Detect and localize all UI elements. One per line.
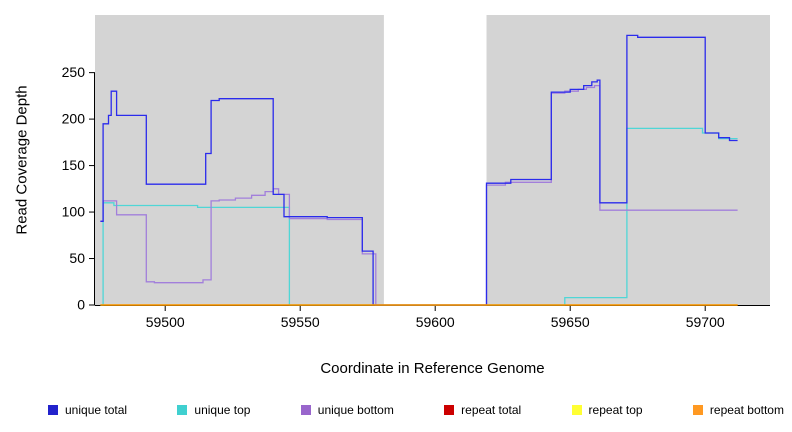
y-tick-label: 150 bbox=[62, 157, 86, 173]
chart-legend: unique total unique top unique bottom repea… bbox=[48, 398, 784, 422]
legend-item-repeat-total: repeat total bbox=[444, 403, 521, 417]
legend-label: repeat bottom bbox=[709, 403, 784, 417]
y-tick-label: 50 bbox=[69, 250, 85, 266]
legend-item-unique-bottom: unique bottom bbox=[300, 403, 394, 417]
x-tick-label: 59500 bbox=[146, 314, 185, 330]
legend-label: unique bottom bbox=[317, 403, 394, 417]
y-tick-label: 250 bbox=[62, 64, 86, 80]
legend-label: unique top bbox=[194, 403, 251, 417]
y-tick-label: 100 bbox=[62, 204, 86, 220]
legend-swatch-unique-top bbox=[177, 405, 188, 415]
legend-swatch-repeat-total bbox=[444, 405, 455, 415]
x-tick-label: 59700 bbox=[686, 314, 725, 330]
legend-label: repeat total bbox=[461, 403, 522, 417]
x-axis-title: Coordinate in Reference Genome bbox=[320, 360, 545, 377]
y-tick-label: 0 bbox=[77, 297, 85, 313]
coverage-gap-band bbox=[383, 15, 487, 305]
legend-item-repeat-top: repeat top bbox=[571, 403, 643, 417]
legend-swatch-repeat-top bbox=[571, 405, 582, 415]
x-tick-label: 59600 bbox=[416, 314, 455, 330]
legend-swatch-repeat-bottom bbox=[692, 405, 703, 415]
y-tick-label: 200 bbox=[62, 111, 86, 127]
x-tick-label: 59650 bbox=[551, 314, 590, 330]
legend-swatch-unique-total bbox=[48, 405, 58, 415]
legend-item-unique-total: unique total bbox=[48, 403, 127, 417]
legend-item-repeat-bottom: repeat bottom bbox=[692, 403, 784, 417]
legend-label: repeat top bbox=[588, 403, 643, 417]
legend-item-unique-top: unique top bbox=[177, 403, 250, 417]
legend-label: unique total bbox=[65, 403, 128, 417]
x-tick-label: 59550 bbox=[281, 314, 320, 330]
legend-swatch-unique-bottom bbox=[300, 405, 311, 415]
y-axis-title: Read Coverage Depth bbox=[13, 85, 31, 235]
